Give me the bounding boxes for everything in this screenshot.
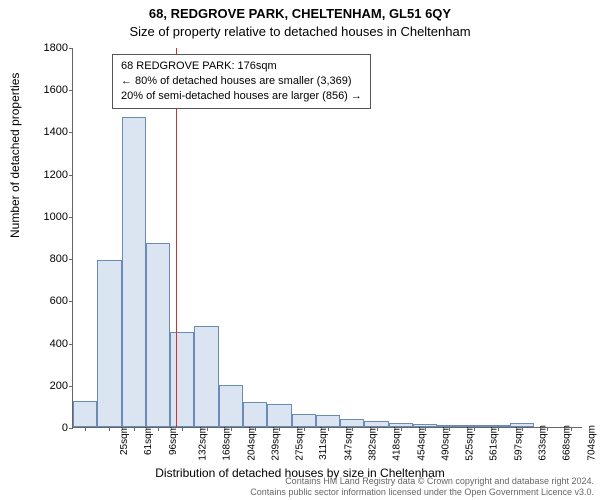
xtick-mark [279, 427, 280, 431]
xtick-mark [425, 427, 426, 431]
ytick-label: 400 [28, 338, 68, 350]
histogram-bar [219, 385, 243, 427]
annotation-line1: 68 REDGROVE PARK: 176sqm [121, 59, 362, 74]
histogram-bar [97, 260, 121, 427]
ytick-label: 0 [28, 422, 68, 434]
ytick-mark [69, 175, 73, 176]
xtick-mark [207, 427, 208, 431]
xtick-label: 25sqm [119, 425, 130, 455]
ytick-mark [69, 90, 73, 91]
ytick-mark [69, 259, 73, 260]
xtick-label: 704sqm [586, 425, 597, 461]
ytick-label: 800 [28, 253, 68, 265]
xtick-mark [134, 427, 135, 431]
xtick-mark [474, 427, 475, 431]
ytick-mark [69, 386, 73, 387]
xtick-label: 61sqm [143, 425, 154, 455]
ytick-label: 1400 [28, 126, 68, 138]
histogram-bar [122, 117, 146, 427]
xtick-mark [109, 427, 110, 431]
chart-title-sub: Size of property relative to detached ho… [0, 24, 600, 39]
attribution-footer: Contains HM Land Registry data © Crown c… [250, 476, 594, 499]
xtick-mark [328, 427, 329, 431]
xtick-mark [85, 427, 86, 431]
annotation-line3: 20% of semi-detached houses are larger (… [121, 89, 362, 104]
histogram-bar [73, 401, 97, 427]
annotation-box: 68 REDGROVE PARK: 176sqm ← 80% of detach… [112, 54, 371, 109]
histogram-bar [146, 243, 170, 427]
histogram-bar [292, 414, 316, 427]
ytick-label: 1200 [28, 169, 68, 181]
xtick-mark [377, 427, 378, 431]
ytick-mark [69, 48, 73, 49]
xtick-mark [352, 427, 353, 431]
xtick-mark [449, 427, 450, 431]
ytick-label: 600 [28, 295, 68, 307]
annotation-line2: ← 80% of detached houses are smaller (3,… [121, 74, 362, 89]
xtick-mark [231, 427, 232, 431]
ytick-mark [69, 428, 73, 429]
xtick-mark [498, 427, 499, 431]
xtick-mark [304, 427, 305, 431]
ytick-mark [69, 217, 73, 218]
histogram-bar [316, 415, 340, 427]
xtick-mark [255, 427, 256, 431]
xtick-mark [571, 427, 572, 431]
footer-line2: Contains public sector information licen… [250, 487, 594, 498]
xtick-mark [401, 427, 402, 431]
xtick-label: 96sqm [168, 425, 179, 455]
histogram-bar [194, 326, 218, 427]
histogram-bar [170, 332, 194, 427]
xtick-mark [547, 427, 548, 431]
ytick-label: 1600 [28, 84, 68, 96]
chart-title-main: 68, REDGROVE PARK, CHELTENHAM, GL51 6QY [0, 6, 600, 21]
xtick-mark [522, 427, 523, 431]
ytick-label: 1800 [28, 42, 68, 54]
ytick-label: 200 [28, 380, 68, 392]
xtick-mark [158, 427, 159, 431]
footer-line1: Contains HM Land Registry data © Crown c… [250, 476, 594, 487]
y-axis-label: Number of detached properties [8, 73, 22, 238]
histogram-bar [267, 404, 291, 427]
ytick-mark [69, 344, 73, 345]
ytick-label: 1000 [28, 211, 68, 223]
xtick-mark [182, 427, 183, 431]
histogram-bar [243, 402, 267, 427]
chart-container: 68, REDGROVE PARK, CHELTENHAM, GL51 6QY … [0, 0, 600, 500]
histogram-bar [340, 419, 364, 427]
ytick-mark [69, 301, 73, 302]
ytick-mark [69, 132, 73, 133]
